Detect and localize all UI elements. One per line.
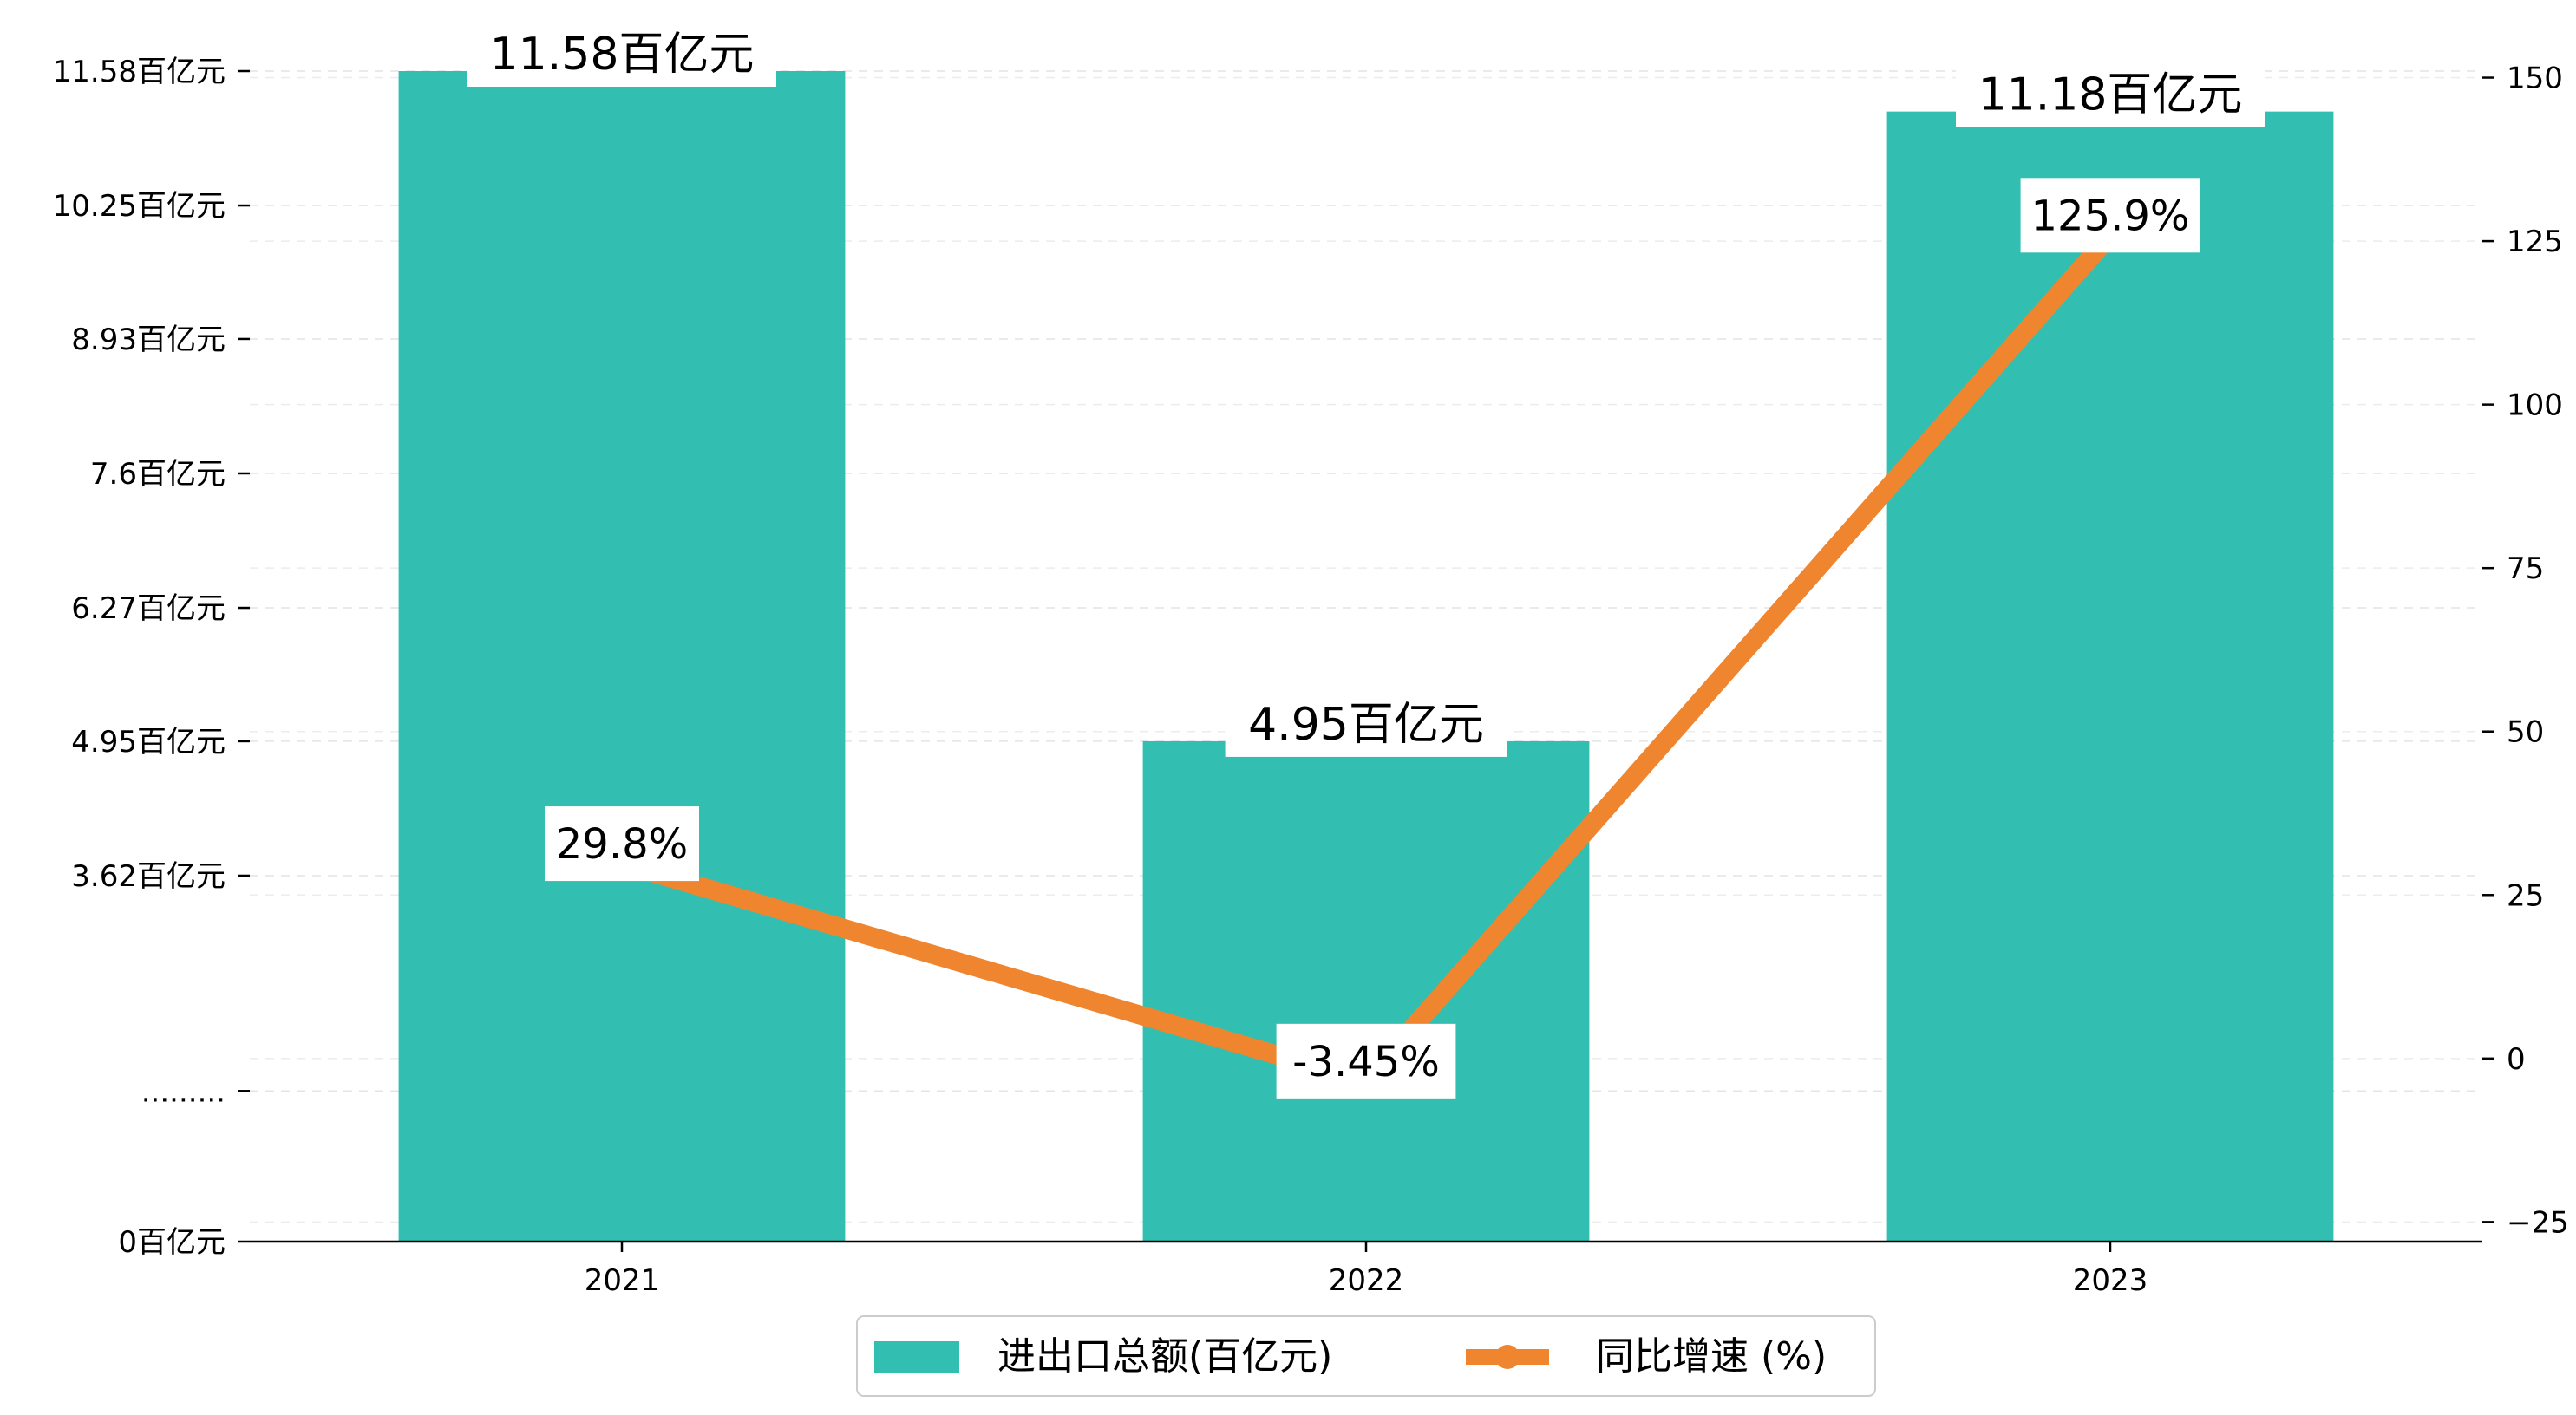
growth-label: 29.8% bbox=[556, 820, 688, 869]
right-tick-label: 125 bbox=[2507, 225, 2563, 259]
legend-box bbox=[856, 1315, 1876, 1397]
growth-label: -3.45% bbox=[1292, 1038, 1440, 1086]
bar-label-box bbox=[1225, 690, 1507, 757]
x-tick-label: 2023 bbox=[2073, 1263, 2148, 1298]
bar-label: 11.58百亿元 bbox=[490, 29, 755, 81]
legend-bar-label: 进出口总额(百亿元) bbox=[997, 1334, 1332, 1379]
bar-label: 4.95百亿元 bbox=[1248, 699, 1484, 751]
right-tick-label: 150 bbox=[2507, 62, 2563, 96]
left-tick-label: 3.62百亿元 bbox=[71, 859, 226, 894]
right-tick-label: 100 bbox=[2507, 388, 2563, 423]
bar-label-box bbox=[467, 21, 776, 87]
legend-line-label: 同比增速 (%) bbox=[1596, 1334, 1827, 1379]
data-labels: 11.58百亿元 4.95百亿元 11.18百亿元 29.8% -3.45% 125.9% bbox=[467, 21, 2265, 1099]
right-tick-label: −25 bbox=[2507, 1205, 2569, 1240]
legend: 进出口总额(百亿元) 同比增速 (%) bbox=[856, 1315, 1876, 1397]
bar-series bbox=[398, 71, 2334, 1242]
growth-label-box bbox=[2020, 178, 2200, 253]
growth-label-box bbox=[545, 806, 699, 882]
legend-line-marker bbox=[1495, 1345, 1520, 1369]
x-tick-label: 2022 bbox=[1329, 1263, 1404, 1298]
left-tick-label: 8.93百亿元 bbox=[71, 323, 226, 357]
left-tick-label: 7.6百亿元 bbox=[90, 457, 226, 492]
ticks: 0百亿元......... 3.62百亿元 4.95百亿元 6.27百亿元 7.6百亿元… bbox=[53, 55, 2569, 1298]
bar-2021 bbox=[398, 71, 846, 1242]
x-tick-label: 2021 bbox=[585, 1263, 660, 1298]
bar-label-box bbox=[1956, 61, 2265, 127]
legend-bar-swatch bbox=[874, 1341, 959, 1373]
growth-label-box bbox=[1276, 1023, 1456, 1099]
left-tick-label: ......... bbox=[141, 1074, 226, 1109]
right-tick-label: 75 bbox=[2507, 551, 2544, 586]
left-tick-label: 10.25百亿元 bbox=[53, 189, 226, 224]
bar-label: 11.18百亿元 bbox=[1978, 69, 2243, 121]
right-tick-label: 0 bbox=[2507, 1042, 2526, 1077]
bar-2022 bbox=[1142, 740, 1590, 1242]
left-tick-label: 0百亿元 bbox=[118, 1225, 226, 1260]
right-tick-label: 50 bbox=[2507, 715, 2544, 750]
left-tick-label: 4.95百亿元 bbox=[71, 725, 226, 760]
bar-2023 bbox=[1886, 111, 2334, 1242]
left-tick-label: 11.58百亿元 bbox=[53, 55, 226, 89]
growth-label: 125.9% bbox=[2030, 192, 2189, 240]
left-tick-label: 6.27百亿元 bbox=[71, 591, 226, 626]
right-tick-label: 25 bbox=[2507, 878, 2544, 913]
